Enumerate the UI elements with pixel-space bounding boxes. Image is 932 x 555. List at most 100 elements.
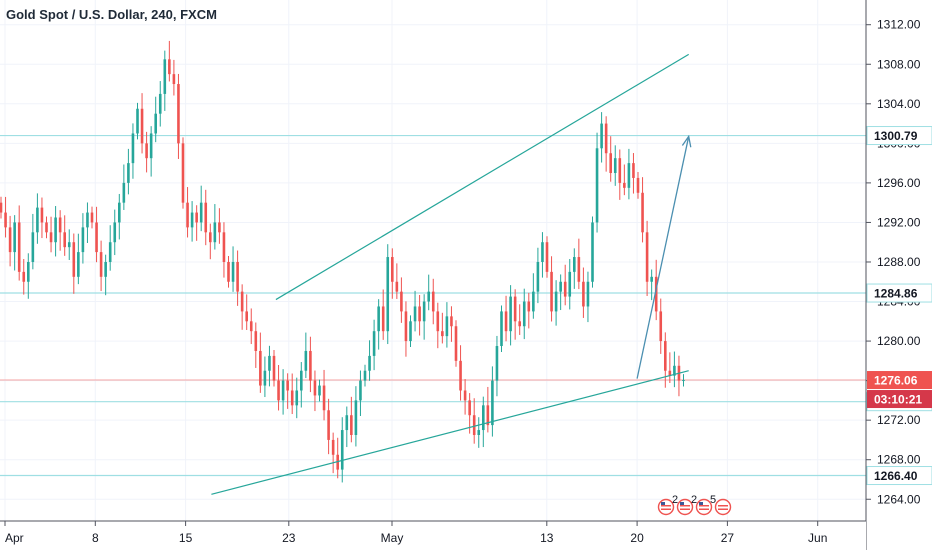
candle-body [400,291,403,312]
economic-event-icon[interactable] [714,498,732,516]
candle-body [354,400,358,435]
level-price-label-text: 1266.40 [874,469,918,483]
candle-body [431,291,435,312]
candle [522,288,526,340]
time-axis[interactable]: Apr 8 15 23 May 13 20 27 Jun [0,520,866,550]
economic-event-icon[interactable]: 5 [695,494,717,516]
candle [673,351,676,388]
candle-body [472,415,476,435]
candle-body [477,430,481,435]
flag-stripe [661,505,671,507]
candle [254,322,258,368]
candle [281,369,285,415]
candle [236,250,239,306]
candle-body [673,365,676,376]
candle-body [40,207,44,223]
candle [545,236,549,278]
candle-body [186,202,189,228]
current-price-label-bg [867,371,932,390]
candle [500,305,503,352]
economic-event-icon[interactable]: 2 [657,494,679,516]
candle-body [550,271,553,312]
candle-body [54,217,57,243]
flag-stripe [680,505,690,507]
candle-body [586,281,590,307]
candle-body [195,212,198,223]
candle-body [31,232,35,262]
candle [504,295,508,342]
projection-arrow[interactable] [636,134,692,379]
upper-trendline[interactable] [275,53,690,301]
time-tick-label: 20 [630,531,644,545]
level-price-label: 1300.79 [866,126,932,146]
candle [682,374,685,387]
candle-body [486,405,490,426]
candle-body [81,227,85,253]
candle-body [659,311,663,342]
arrow-shaft[interactable] [636,136,690,379]
candle [4,196,7,238]
candle [509,285,512,346]
candle-body [632,163,635,178]
candle-body [404,311,408,342]
candle [127,148,130,195]
candle-body [363,370,367,381]
flag-icon[interactable] [714,498,732,516]
candle [513,289,517,340]
candle [409,315,412,348]
candle [591,216,594,288]
candle [482,396,485,448]
candle-body [145,143,148,159]
time-tick-label: May [381,531,404,545]
candle-body [413,306,417,322]
price-tick-label: 1312.00 [877,18,921,32]
candle-body [259,350,262,386]
candle-body [491,380,494,426]
candle-body [391,257,394,282]
candle-body [227,261,230,282]
candle-body [482,405,485,431]
candle-body [86,212,89,228]
candle [295,377,299,419]
time-tick-label: 15 [179,531,193,545]
price-tick-label: 1288.00 [877,255,921,269]
lower-trendline[interactable] [211,370,689,495]
candle-body [513,296,517,322]
candle-body [372,331,376,356]
candle [336,437,339,479]
economic-event-icon[interactable]: 2 [676,494,698,516]
symbol-title: Gold Spot / U.S. Dollar, 240, FXCM [6,7,217,22]
trendlines[interactable] [211,53,690,495]
candle-body [454,326,458,361]
level-price-label-bg [866,466,932,486]
candle-body [140,108,144,144]
candle [113,209,117,256]
candle [613,145,617,186]
candle-body [468,400,471,416]
grid [0,0,866,521]
candle-body [386,257,390,332]
candle-body [409,321,412,342]
time-tick-label: Jun [808,531,827,545]
candle [618,149,622,200]
candle-body [272,355,276,381]
event-markers[interactable]: 2 2 5 [657,494,732,516]
candle [491,366,494,437]
candle-body [427,291,430,302]
candle [227,256,230,288]
level-price-label-bg [866,126,932,146]
price-tick-label: 1268.00 [877,453,921,467]
arrow-head[interactable] [681,134,692,148]
candle [623,164,626,196]
candle [577,238,581,290]
candle-body [554,291,558,312]
price-tick-label: 1280.00 [877,334,921,348]
candle-body [545,242,549,272]
candle-body [90,212,94,223]
candle [668,352,672,383]
candle [309,336,312,393]
candle-body [495,346,499,381]
price-tick-label: 1304.00 [877,97,921,111]
